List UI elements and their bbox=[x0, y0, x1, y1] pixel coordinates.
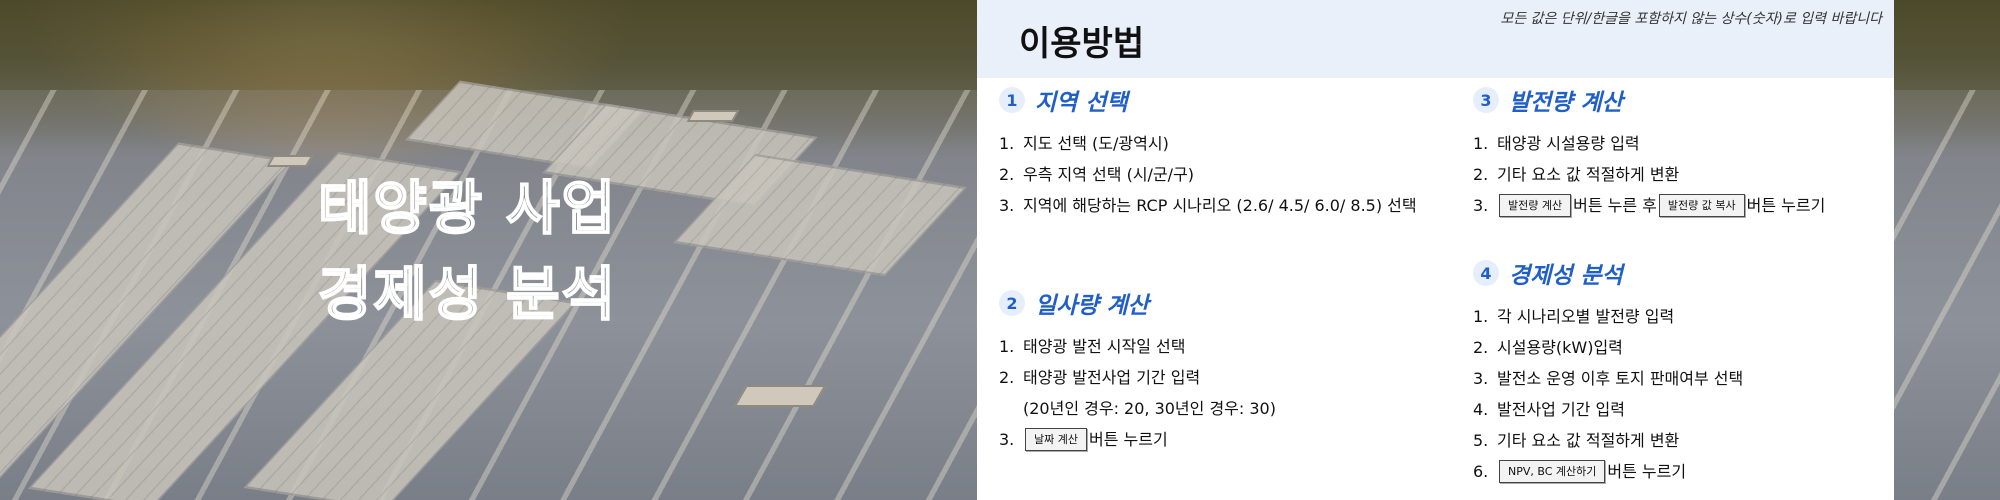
section-number: 2 bbox=[999, 290, 1025, 316]
card-header: 이용방법 모든 값은 단위/한글을 포함하지 않는 상수(숫자)로 입력 바랍니… bbox=[977, 0, 1894, 78]
section-economics: 4 경제성 분석 1. 각 시나리오별 발전량 입력 2. 시설용량(kW)입력 3… bbox=[1473, 253, 1743, 487]
section-number: 4 bbox=[1473, 260, 1499, 286]
list-item: 6. NPV, BC 계산하기 버튼 누르기 bbox=[1473, 460, 1687, 483]
list-item: 3. 지역에 해당하는 RCP 시나리오 (2.6/ 4.5/ 6.0/ 8.5)… bbox=[999, 196, 1417, 215]
section-generation: 3 발전량 계산 1. 태양광 시설용량 입력 2. 기타 요소 값 적절하게 변환… bbox=[1473, 80, 1825, 221]
npv-bc-calc-button[interactable]: NPV, BC 계산하기 bbox=[1499, 460, 1606, 483]
section-irradiance: 2 일사량 계산 1. 태양광 발전 시작일 선택 2. 태양광 발전사업 기간 입… bbox=[999, 283, 1276, 455]
section-title: 지역 선택 bbox=[1035, 90, 1128, 116]
roof-vent bbox=[266, 155, 314, 167]
list-item: 3. 발전소 운영 이후 토지 판매여부 선택 bbox=[1473, 369, 1744, 388]
hero-title-line1: 태양광 사업 bbox=[317, 173, 617, 243]
instructions-card: 이용방법 모든 값은 단위/한글을 포함하지 않는 상수(숫자)로 입력 바랍니… bbox=[977, 0, 1894, 500]
card-title: 이용방법 bbox=[1019, 24, 1145, 64]
list-item: 3. 발전량 계산 버튼 누른 후 발전량 값 복사 버튼 누르기 bbox=[1473, 194, 1826, 217]
hero-title-line2: 경제성 분석 bbox=[317, 259, 617, 329]
section-number: 1 bbox=[999, 87, 1025, 113]
list-item: 1. 태양광 발전 시작일 선택 bbox=[999, 337, 1186, 356]
list-item: 2. 우측 지역 선택 (시/군/구) bbox=[999, 165, 1195, 184]
list-item: 2. 시설용량(kW)입력 bbox=[1473, 338, 1623, 357]
list-item: 1. 지도 선택 (도/광역시) bbox=[999, 134, 1169, 153]
list-item-note: (20년인 경우: 20, 30년인 경우: 30) bbox=[1023, 399, 1276, 418]
copy-generation-button[interactable]: 발전량 값 복사 bbox=[1658, 194, 1745, 217]
section-title: 일사량 계산 bbox=[1035, 293, 1149, 319]
list-item: 1. 태양광 시설용량 입력 bbox=[1473, 134, 1640, 153]
section-region: 1 지역 선택 1. 지도 선택 (도/광역시) 2. 우측 지역 선택 (시/군/… bbox=[999, 80, 1417, 221]
list-item: 4. 발전사업 기간 입력 bbox=[1473, 400, 1625, 419]
list-item: 2. 태양광 발전사업 기간 입력 bbox=[999, 368, 1201, 387]
calc-date-button[interactable]: 날짜 계산 bbox=[1025, 428, 1087, 451]
list-item: 2. 기타 요소 값 적절하게 변환 bbox=[1473, 165, 1680, 184]
list-item: 3. 날짜 계산 버튼 누르기 bbox=[999, 428, 1168, 451]
hero-title: 태양광 사업 경제성 분석 bbox=[317, 165, 738, 337]
roof-vent bbox=[686, 110, 740, 122]
roof-vent bbox=[733, 385, 827, 407]
list-item: 5. 기타 요소 값 적절하게 변환 bbox=[1473, 431, 1680, 450]
section-title: 발전량 계산 bbox=[1509, 90, 1623, 116]
section-number: 3 bbox=[1473, 87, 1499, 113]
input-note: 모든 값은 단위/한글을 포함하지 않는 상수(숫자)로 입력 바랍니다 bbox=[1500, 11, 1882, 27]
list-item: 1. 각 시나리오별 발전량 입력 bbox=[1473, 307, 1675, 326]
section-title: 경제성 분석 bbox=[1509, 263, 1623, 289]
calc-generation-button[interactable]: 발전량 계산 bbox=[1499, 194, 1572, 217]
